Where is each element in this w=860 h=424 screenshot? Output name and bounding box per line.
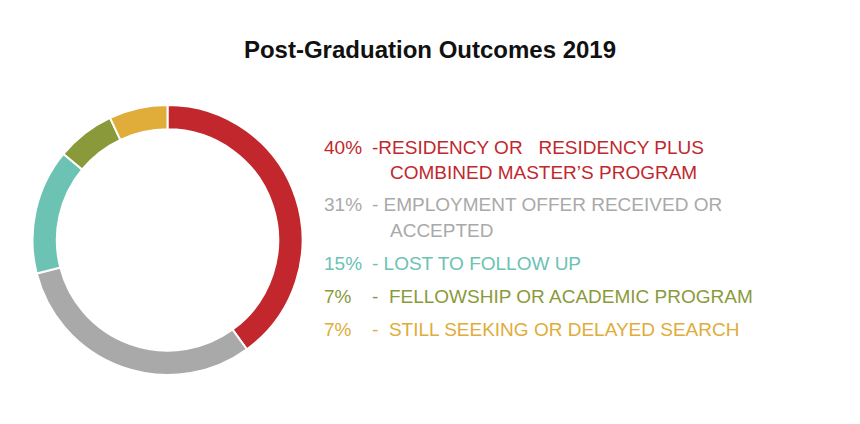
svg-text:15%: 15% (324, 253, 362, 274)
svg-text:ACCEPTED: ACCEPTED (390, 220, 493, 241)
svg-text:- EMPLOYMENT OFFER RECEIVED OR: - EMPLOYMENT OFFER RECEIVED OR (372, 194, 722, 215)
svg-text:- LOST TO FOLLOW UP: - LOST TO FOLLOW UP (372, 253, 581, 274)
svg-text:- FELLOWSHIP OR ACADEMIC PROG: - FELLOWSHIP OR ACADEMIC PROGRAM (372, 286, 753, 307)
svg-text:- STILL SEEKING OR DELAYED SE: - STILL SEEKING OR DELAYED SEARCH (372, 319, 739, 340)
svg-text:7%: 7% (324, 319, 352, 340)
svg-text:31%: 31% (324, 194, 362, 215)
svg-text:-RESIDENCY OR RESIDENCY PLUS: -RESIDENCY OR RESIDENCY PLUS (372, 137, 704, 158)
svg-text:COMBINED MASTER’S PROGRAM: COMBINED MASTER’S PROGRAM (390, 162, 697, 183)
svg-text:40%: 40% (324, 137, 362, 158)
svg-text:7%: 7% (324, 286, 352, 307)
svg-text:Post-Graduation Outcomes 2019: Post-Graduation Outcomes 2019 (244, 36, 616, 63)
